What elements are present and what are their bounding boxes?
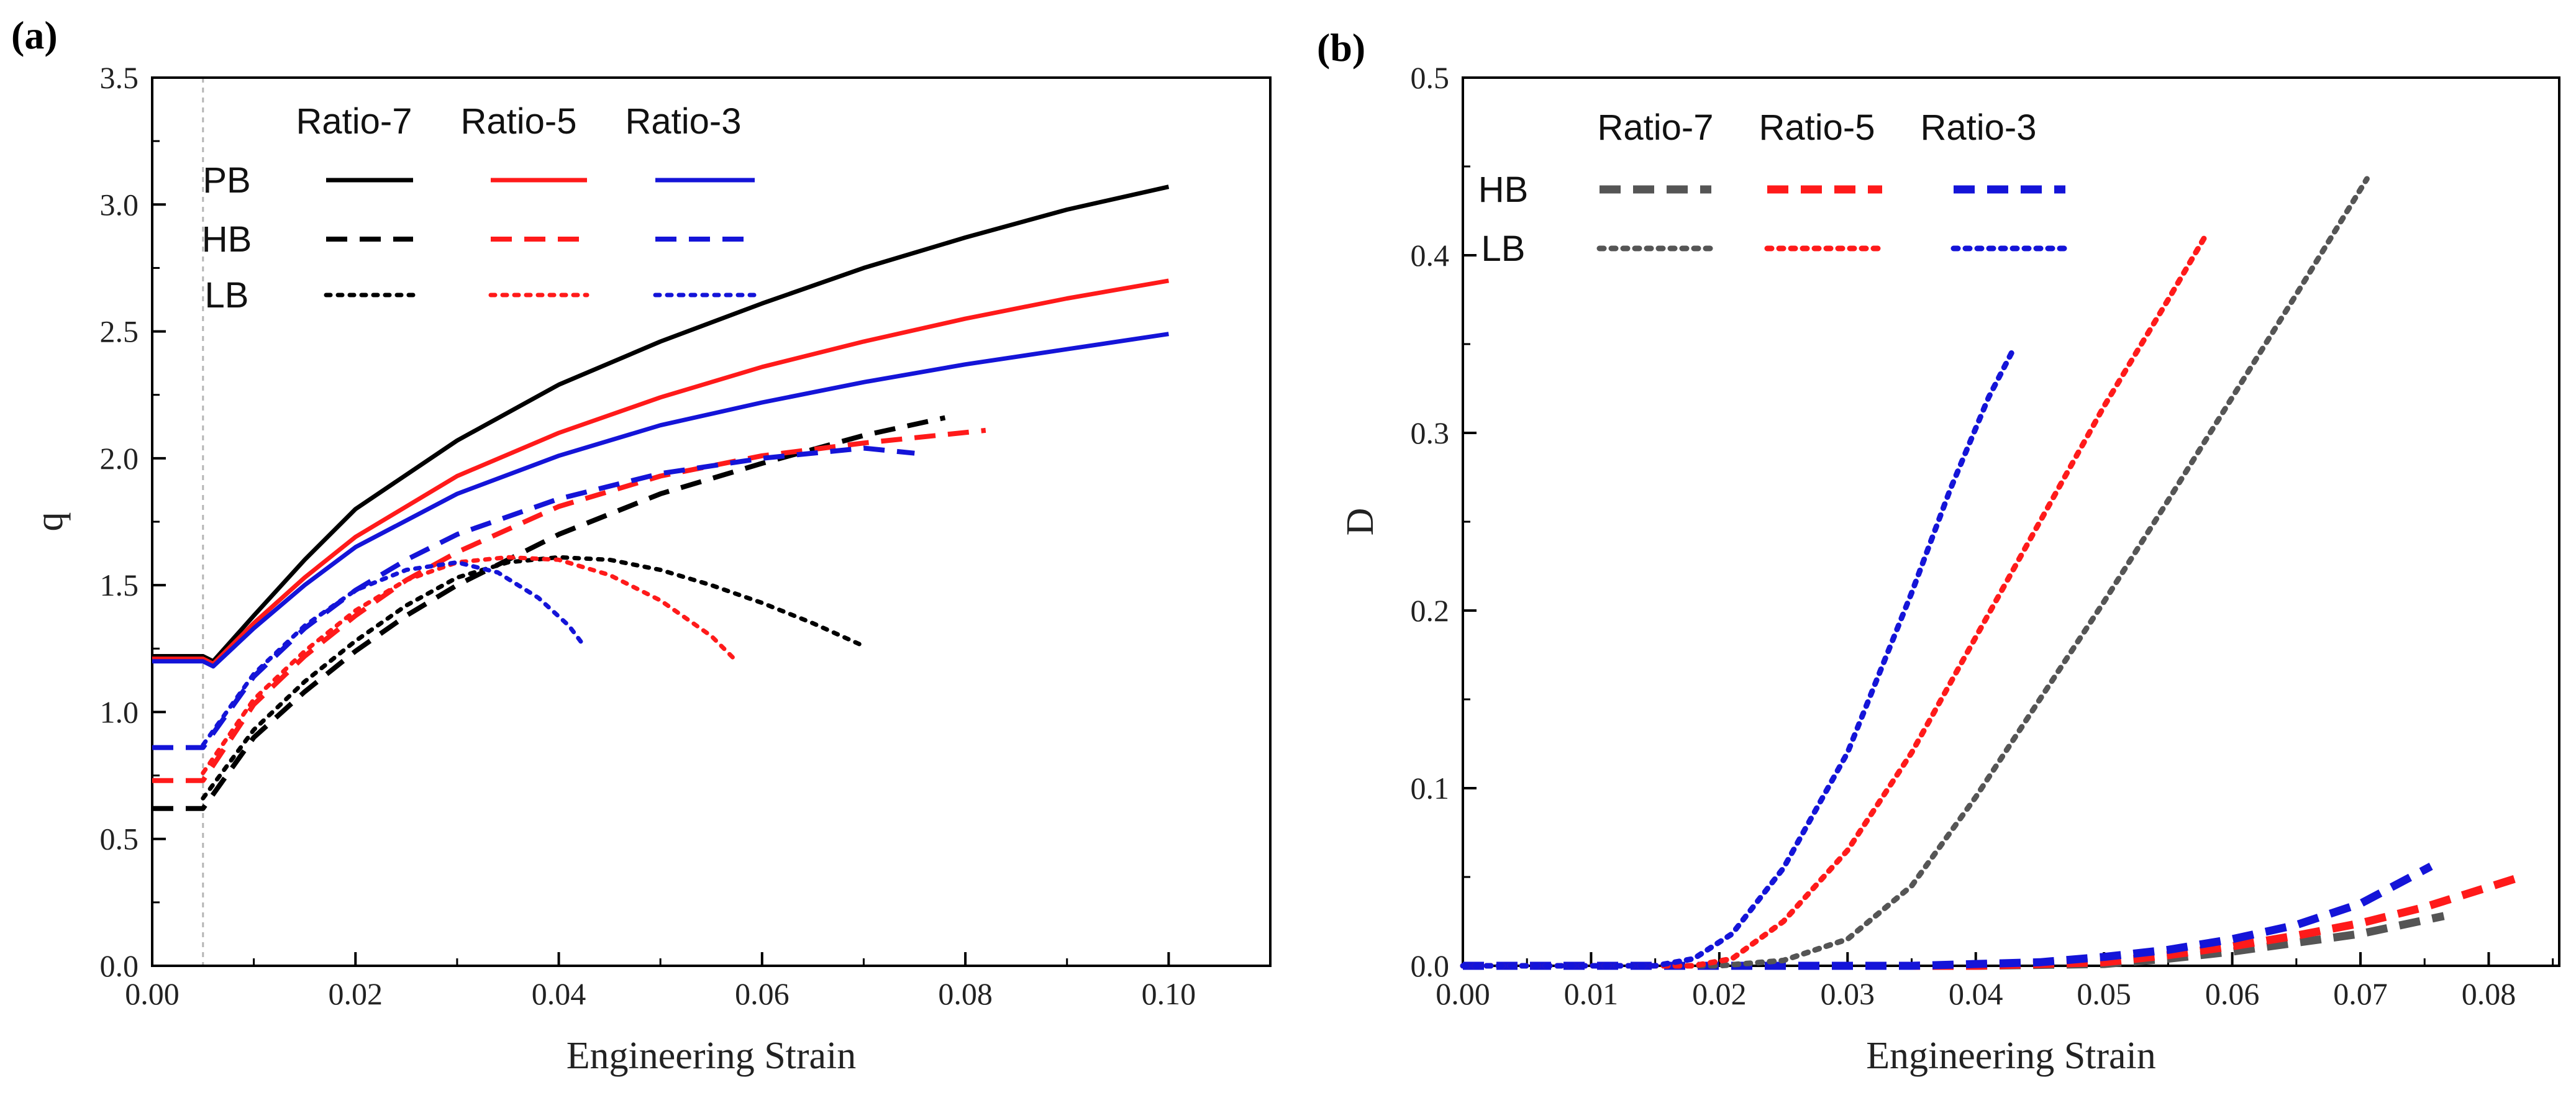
chart-panel-a: (a) 0.00 0.02 0.04 0.06 0.08 0.10 0.0 0.5 1.0 1.5 2…: [11, 13, 1272, 1077]
legend-row-label: LB: [1481, 229, 1526, 269]
y-tick-label: 0.5: [100, 822, 139, 856]
series-line-hb-ratio-7: [1463, 912, 2445, 970]
legend-row-label: HB: [1478, 170, 1529, 210]
chart-panel-b: (b) 0.00 0.01 0.02 0.03 0.04 0.05 0.06 0.07 0.08 0…: [1317, 25, 2560, 1077]
series-line-lb-ratio-3: [201, 560, 586, 747]
x-tick-label: 0.01: [1564, 976, 1619, 1011]
x-axis-title: Engineering Strain: [1866, 1035, 2156, 1077]
x-tick-label: 0.00: [125, 976, 180, 1011]
x-tick-label: 0.02: [329, 976, 383, 1011]
x-tick-label: 0.03: [1821, 976, 1875, 1011]
y-axis-title: q: [29, 512, 71, 532]
x-tick-label: 0.05: [2077, 976, 2131, 1011]
legend-column-header: Ratio-3: [626, 101, 742, 142]
x-tick-label: 0.04: [1949, 976, 2003, 1011]
y-tick-label: 0.0: [100, 948, 139, 983]
panel-tag: (b): [1317, 25, 1365, 70]
x-tick-label: 0.08: [2462, 976, 2516, 1011]
x-tick-label: 0.02: [1692, 976, 1747, 1011]
y-tick-label: 3.0: [100, 187, 139, 222]
y-tick-label: 3.5: [100, 60, 139, 95]
series-line-lb-ratio-5: [201, 555, 739, 775]
legend-column-header: Ratio-7: [296, 101, 412, 142]
x-tick-label: 0.10: [1142, 976, 1196, 1011]
y-tick-label: 0.4: [1411, 238, 1450, 273]
y-tick-label: 2.5: [100, 314, 139, 349]
y-tick-label: 0.5: [1411, 60, 1450, 95]
x-tick-label: 0.06: [735, 976, 790, 1011]
series-line-pb-ratio-7: [152, 184, 1170, 664]
y-tick-label: 0.1: [1411, 771, 1450, 806]
y-tick-label: 2.0: [100, 441, 139, 476]
y-tick-label: 1.0: [100, 694, 139, 729]
legend-column-header: Ratio-7: [1598, 107, 1714, 148]
y-tick-label: 1.5: [100, 568, 139, 602]
series-line-pb-ratio-3: [152, 332, 1169, 669]
legend-row-label: PB: [203, 160, 250, 201]
x-tick-label: 0.06: [2205, 976, 2260, 1011]
legend-row-label: HB: [202, 219, 252, 260]
series-line-lb-ratio-7: [1460, 176, 2370, 969]
legend-column-header: Ratio-5: [1759, 107, 1875, 148]
legend-column-header: Ratio-3: [1921, 107, 2037, 148]
x-tick-label: 0.08: [938, 976, 993, 1011]
series-line-hb-ratio-3: [1463, 863, 2433, 970]
panel-tag: (a): [11, 13, 58, 57]
y-tick-label: 0.3: [1411, 416, 1450, 450]
y-tick-label: 0.2: [1411, 593, 1450, 628]
series-line-lb-ratio-5: [1460, 231, 2210, 969]
legend-column-header: Ratio-5: [461, 101, 577, 142]
x-tick-label: 0.04: [532, 976, 586, 1011]
x-tick-label: 0.07: [2333, 976, 2388, 1011]
series-line-lb-ratio-3: [1460, 345, 2018, 969]
y-tick-label: 0.0: [1411, 948, 1450, 983]
x-tick-label: 0.00: [1436, 976, 1490, 1011]
x-axis-title: Engineering Strain: [567, 1035, 857, 1077]
y-axis-title: D: [1339, 508, 1381, 536]
series-line-hb-ratio-3: [152, 445, 915, 750]
legend-row-label: LB: [205, 275, 249, 316]
